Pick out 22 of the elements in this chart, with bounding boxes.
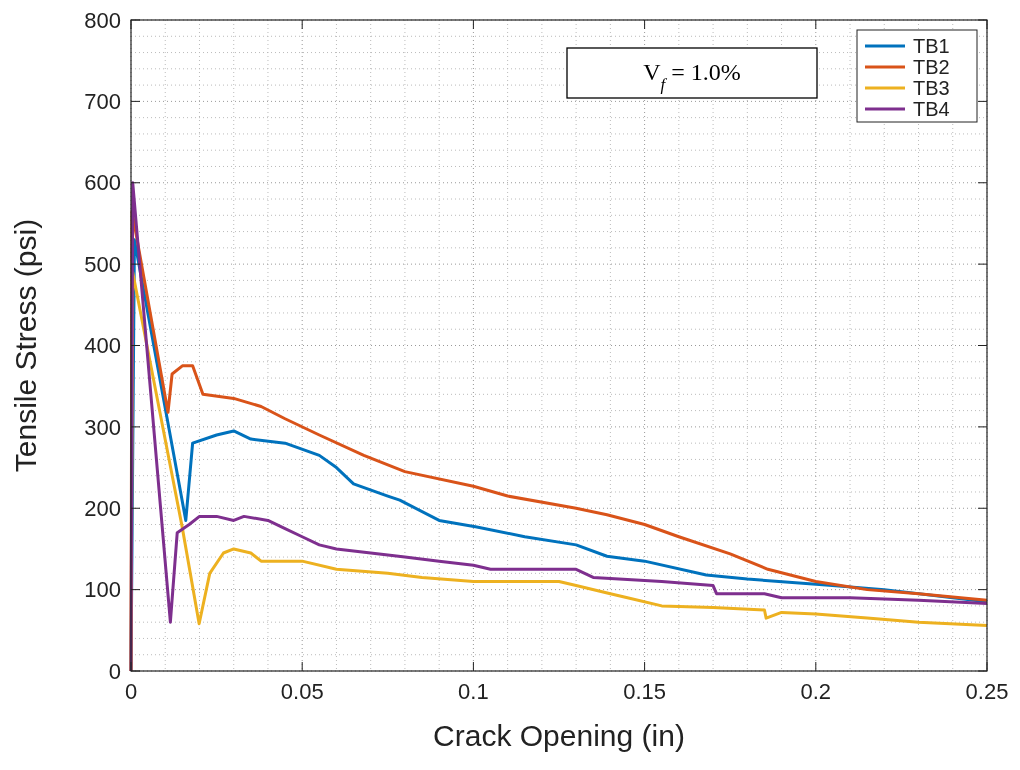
y-tick-label: 700 — [84, 89, 121, 115]
x-tick-label: 0 — [124, 679, 138, 704]
legend-label: TB2 — [913, 56, 950, 78]
x-tick-label: 0.25 — [965, 679, 1009, 704]
y-tick-label: 400 — [84, 333, 121, 359]
x-tick-label: 0.05 — [280, 679, 324, 704]
y-tick-label: 200 — [84, 495, 121, 521]
y-tick-label: 500 — [84, 251, 121, 277]
legend-label: TB4 — [913, 98, 950, 120]
x-tick-label: 0.1 — [458, 679, 489, 704]
x-axis-title: Crack Opening (in) — [433, 719, 685, 752]
y-tick-label: 300 — [84, 414, 121, 440]
annotation: V$_{f}$ = 1.0% — [643, 59, 741, 94]
y-tick-label: 800 — [84, 7, 121, 33]
y-axis-title: Tensile Stress (psi) — [9, 218, 42, 473]
y-tick-label: 0 — [108, 658, 121, 684]
x-tick-label: 0.2 — [800, 679, 832, 704]
legend-label: TB3 — [913, 77, 950, 99]
x-tick-label: 0.15 — [623, 679, 667, 704]
y-tick-label: 100 — [84, 577, 121, 603]
legend-label: TB1 — [913, 35, 950, 57]
y-tick-label: 600 — [84, 170, 121, 196]
